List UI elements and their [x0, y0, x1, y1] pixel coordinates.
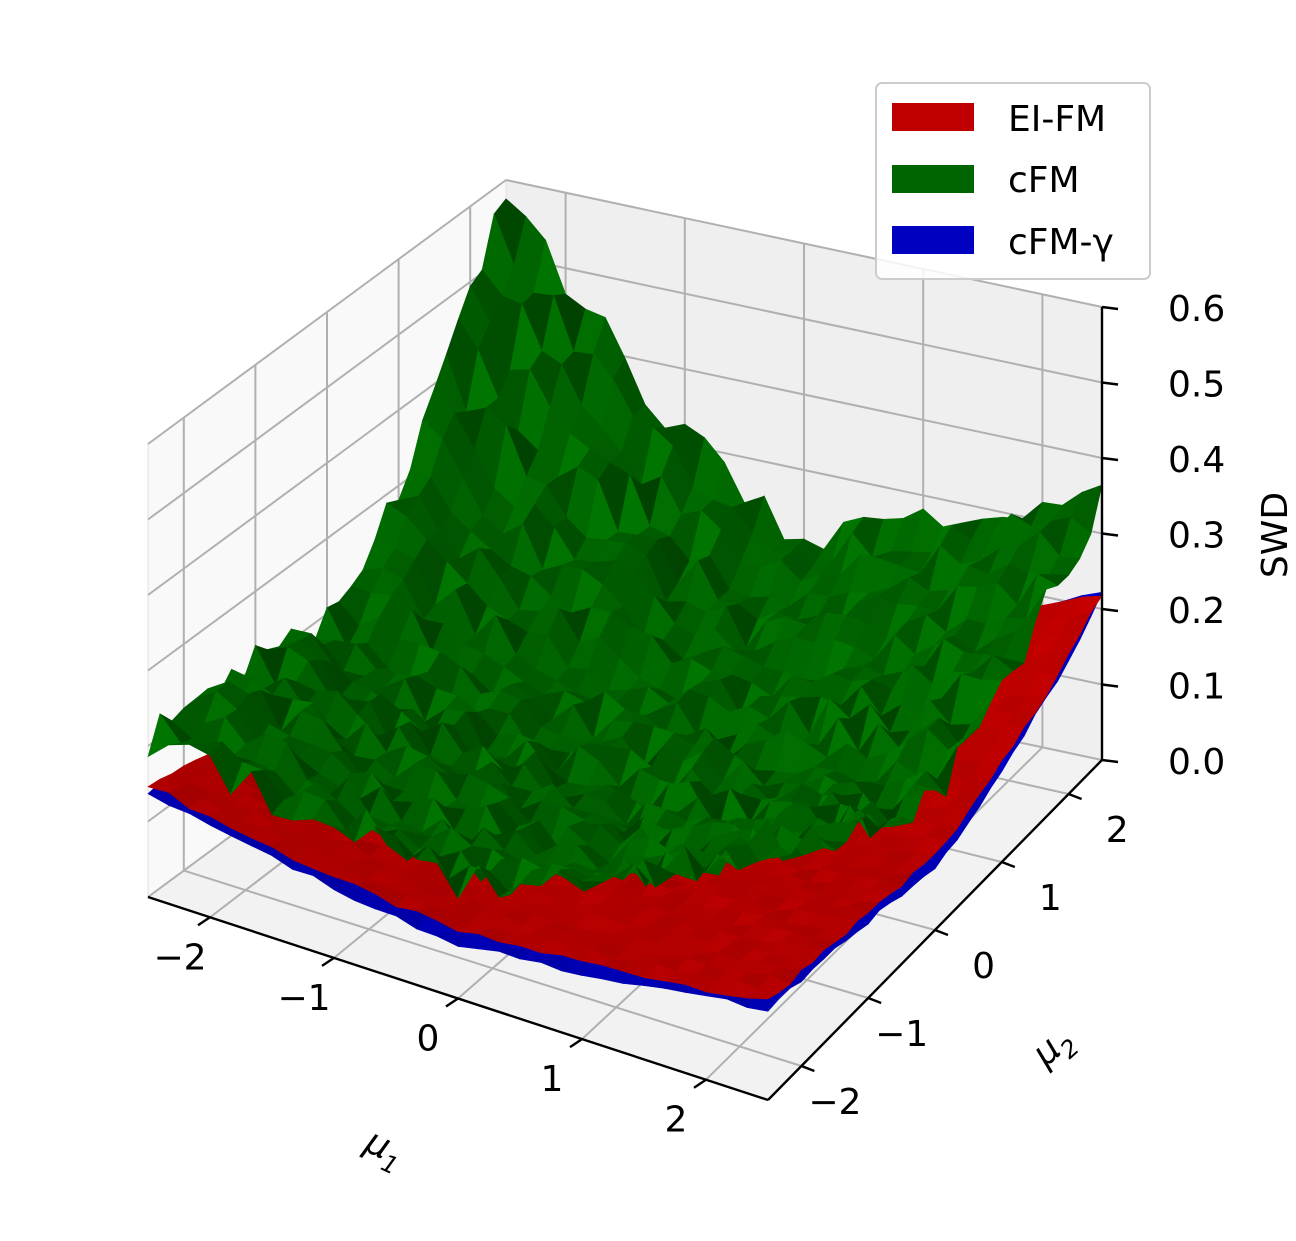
z-tick: [1101, 305, 1119, 311]
x-tick: [321, 956, 335, 967]
legend-swatch-ei-fm: [892, 103, 974, 131]
grid-line-y: [183, 869, 802, 1067]
y-tick-label: −2: [808, 1082, 861, 1123]
legend-label-ei-fm: EI-FM: [1008, 99, 1106, 140]
z-tick: [1101, 532, 1119, 537]
legend-label-cfm-gamma: cFM-γ: [1008, 222, 1114, 263]
y-tick-label: 1: [1039, 878, 1062, 919]
z-tick: [1101, 381, 1119, 386]
y-tick-label: 2: [1106, 810, 1129, 851]
y-tick: [934, 928, 949, 937]
x-tick-label: 2: [665, 1100, 688, 1141]
surface-patch: [746, 818, 780, 862]
grid-line-z: [147, 254, 507, 521]
z-tick: [1101, 758, 1119, 764]
y-tick-label: −1: [875, 1014, 928, 1055]
x-tick: [569, 1038, 583, 1049]
legend-swatch-cfm-gamma: [892, 226, 974, 254]
surface-patch: [746, 995, 780, 1012]
grid-line-z: [147, 179, 507, 445]
z-tick-label: 0.6: [1168, 289, 1225, 330]
z-tick-label: 0.1: [1168, 667, 1225, 708]
legend-label-cfm: cFM: [1008, 160, 1080, 201]
z-tick: [1101, 607, 1119, 613]
axes: −2 −1 0 1 2 −2 −1 0 1 2 0.0 0.1 0.2 0.3 0.4 0.5 0.6: [147, 289, 1225, 1141]
x-tick-label: −1: [277, 978, 330, 1019]
x-tick: [197, 916, 211, 927]
y-tick: [1068, 792, 1083, 801]
z-tick-label: 0.5: [1168, 365, 1225, 406]
legend: EI-FM cFM cFM-γ: [875, 82, 1151, 280]
z-tick-label: 0.0: [1168, 742, 1225, 783]
y-tick: [800, 1064, 815, 1073]
z-tick: [1101, 683, 1119, 688]
grid-line-z: [505, 179, 1103, 308]
surface-cfm: [147, 198, 1103, 900]
z-tick-label: 0.4: [1168, 440, 1225, 481]
x-tick-label: −2: [153, 937, 206, 978]
y-tick: [867, 996, 882, 1005]
z-tick: [1101, 456, 1119, 462]
surfaces: [147, 198, 1103, 1012]
z-axis-label: SWD: [1255, 492, 1296, 578]
x-tick-label: 0: [417, 1019, 440, 1060]
y-tick: [1001, 860, 1016, 869]
x-tick-label: 1: [541, 1059, 564, 1100]
y-axis-label: μ2: [1024, 1018, 1085, 1080]
z-tick-label: 0.3: [1168, 516, 1225, 557]
surface-patch: [746, 988, 780, 1000]
legend-swatch-cfm: [892, 165, 974, 193]
grid-line-z: [505, 254, 1103, 384]
x-tick: [693, 1078, 707, 1089]
x-tick: [445, 997, 459, 1008]
x-axis-label: μ1: [355, 1121, 411, 1181]
z-tick-label: 0.2: [1168, 591, 1225, 632]
y-tick-label: 0: [972, 946, 995, 987]
